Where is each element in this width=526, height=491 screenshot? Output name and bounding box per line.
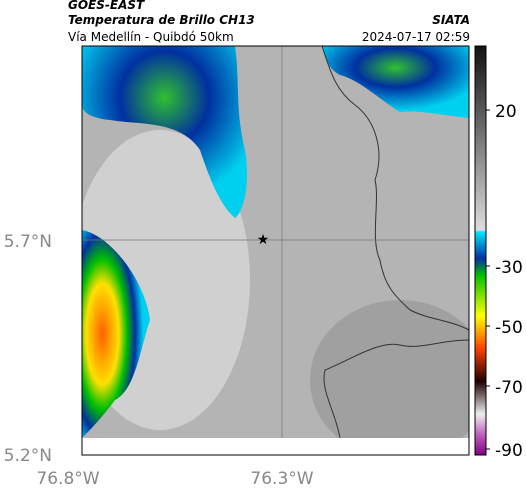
satellite-image: ★ [82,46,469,438]
credit: SIATA [432,13,470,27]
colorbar [474,45,487,456]
lon-label: 76.3°W [250,469,313,489]
colorbar-tick: -90 [495,441,523,461]
colorbar-tick: 20 [495,102,517,122]
title: Temperatura de Brillo CH13 [68,13,255,27]
colorbar-tick: -50 [495,318,523,338]
map-frame [81,45,470,456]
subtitle: Vía Medellín - Quibdó 50km [68,30,234,44]
lat-label: 5.2°N [4,446,52,466]
source: GOES-EAST [68,0,145,12]
timestamp: 2024-07-17 02:59 [362,30,470,44]
svg-text:★: ★ [257,232,270,248]
colorbar-tick: -70 [495,378,523,398]
colorbar-tick: -30 [495,258,523,278]
lon-label: 76.8°W [36,469,99,489]
lat-label: 5.7°N [4,232,52,252]
